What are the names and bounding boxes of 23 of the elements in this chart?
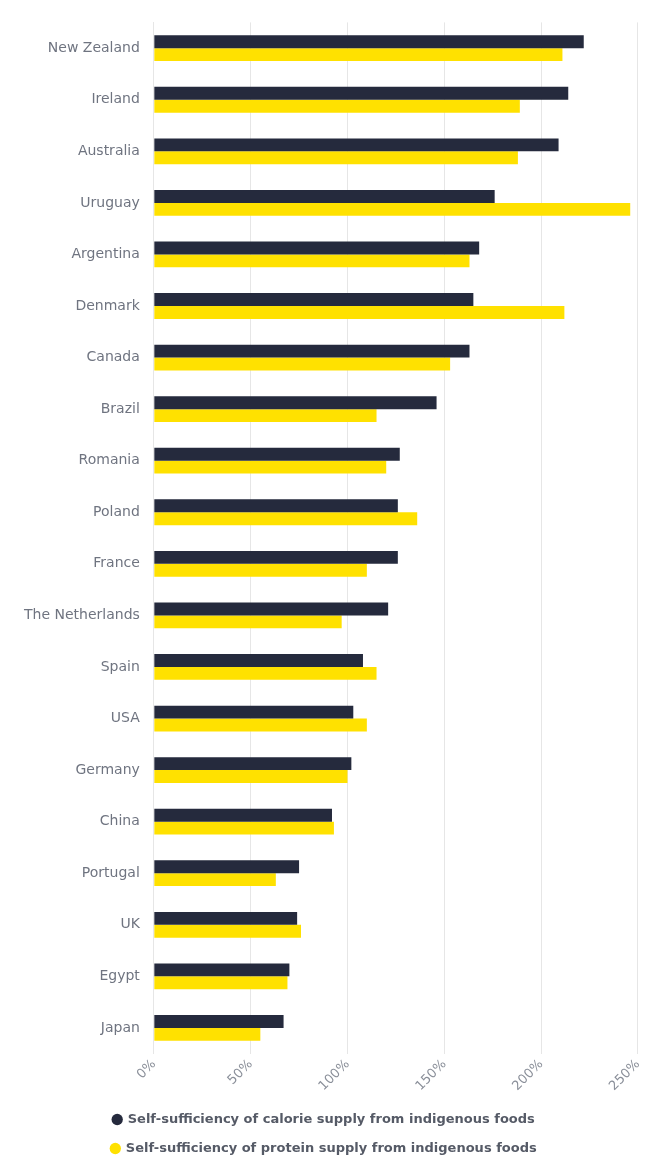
y-tick-label: New Zealand [47,38,140,55]
y-tick-label: UK [120,915,141,932]
y-tick-label: Brazil [100,399,140,416]
y-tick-label: China [99,812,140,829]
y-tick-label: Denmark [75,296,141,313]
y-tick-label: Australia [77,141,140,158]
y-tick-label: Romania [78,451,140,468]
x-tick-label: 0% [133,1056,159,1082]
y-tick-label: Spain [100,657,140,674]
y-tick-label: Portugal [81,863,140,880]
y-tick-label: The Netherlands [23,606,140,623]
y-tick-label: Egypt [99,966,141,983]
legend-label: Self-sufficiency of calorie supply from indigenous foods [127,1110,536,1126]
y-tick-label: USA [110,709,141,726]
y-tick-label: Uruguay [80,193,140,210]
legend-label: Self-sufficiency of protein supply from indigenous foods [125,1139,537,1155]
y-tick-label: Poland [93,502,140,519]
y-tick-label: Canada [86,348,140,365]
y-tick-label: Japan [99,1018,140,1035]
y-tick-label: Ireland [91,90,140,107]
y-tick-label: Germany [75,760,140,777]
y-tick-label: Argentina [71,245,140,262]
y-tick-label: France [93,554,140,571]
